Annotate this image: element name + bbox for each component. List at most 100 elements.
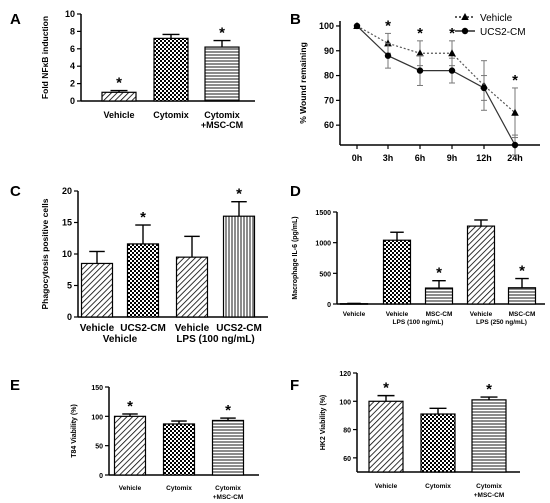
y-tick-label-D: 1000	[315, 241, 331, 248]
bar-A	[153, 37, 189, 102]
significance-star-F: *	[383, 380, 389, 397]
y-tick-label-F: 120	[339, 371, 351, 378]
category-label-A: Cytomix	[153, 110, 189, 120]
category-label-C: UCS2-CM	[120, 323, 166, 334]
bar-E	[211, 419, 245, 476]
data-point-B	[353, 22, 361, 30]
data-point-B	[448, 49, 456, 57]
panel-letter-A: A	[10, 11, 21, 28]
y-tick-label-C: 0	[67, 312, 72, 322]
bar-F	[471, 399, 507, 473]
category-label-A: Cytomix	[204, 110, 240, 120]
significance-star-E: *	[225, 402, 231, 419]
data-point-B	[511, 108, 519, 116]
group-label-C: LPS (100 ng/mL)	[176, 334, 254, 345]
category-label-C: Vehicle	[80, 323, 115, 334]
category-label-A: Vehicle	[103, 110, 134, 120]
bar-D	[466, 225, 496, 305]
x-tick-label-B: 9h	[447, 153, 458, 163]
bar-E	[162, 423, 196, 476]
y-axis-label-B: % Wound remaining	[298, 42, 308, 124]
significance-star-C: *	[140, 209, 146, 226]
category-label-E: Cytomix	[166, 485, 192, 492]
y-tick-label-A: 0	[70, 96, 75, 106]
significance-star-E: *	[127, 398, 133, 415]
category-label-E: +MSC-CM	[213, 494, 244, 501]
significance-star-D: *	[436, 265, 442, 282]
category-label-D: Vehicle	[343, 311, 366, 318]
panel-letter-B: B	[290, 11, 301, 28]
data-point-B	[416, 49, 424, 57]
data-point-B	[384, 52, 392, 59]
x-tick-label-B: 6h	[415, 153, 426, 163]
y-axis-label-C: Phagocytosis positive cells	[40, 198, 50, 309]
y-tick-label-F: 80	[343, 428, 351, 435]
x-tick-label-B: 3h	[383, 153, 394, 163]
y-tick-label-C: 20	[62, 186, 72, 196]
category-label-D: Vehicle	[386, 311, 409, 318]
legend-label-B: Vehicle	[480, 13, 513, 24]
category-label-F: Cytomix	[476, 483, 502, 490]
group-label-D: LPS (100 ng/mL)	[393, 319, 444, 326]
legend-marker-B	[461, 27, 469, 35]
category-label-D: MSC-CM	[426, 311, 453, 318]
bar-C	[80, 262, 114, 318]
y-tick-label-E: 100	[91, 414, 103, 421]
bar-D	[424, 287, 454, 305]
category-label-C: Vehicle	[175, 323, 210, 334]
y-tick-label-D: 500	[319, 271, 331, 278]
panel-letter-C: C	[10, 183, 21, 200]
category-label-E: Cytomix	[215, 485, 241, 492]
bar-D	[382, 239, 412, 305]
category-label-F: Vehicle	[375, 483, 398, 490]
y-tick-label-C: 10	[62, 249, 72, 259]
x-tick-label-B: 24h	[507, 153, 523, 163]
y-tick-label-D: 0	[327, 302, 331, 309]
group-label-D: LPS (250 ng/mL)	[476, 319, 527, 326]
bar-F	[420, 413, 456, 473]
legend-marker-B	[461, 13, 469, 20]
significance-star-B: *	[385, 17, 391, 34]
y-tick-label-E: 0	[99, 473, 103, 480]
significance-star-C: *	[236, 186, 242, 203]
y-tick-label-A: 4	[70, 61, 75, 71]
significance-star-F: *	[486, 381, 492, 398]
significance-star-A: *	[116, 75, 122, 92]
y-tick-label-A: 6	[70, 44, 75, 54]
y-tick-label-C: 5	[67, 281, 72, 291]
y-tick-label-B: 80	[324, 71, 334, 81]
significance-star-B: *	[417, 25, 423, 42]
significance-star-B: *	[449, 25, 455, 42]
y-tick-label-B: 60	[324, 120, 334, 130]
y-tick-label-B: 70	[324, 95, 334, 105]
bar-F	[368, 400, 404, 473]
data-point-B	[480, 84, 488, 92]
y-tick-label-B: 90	[324, 46, 334, 56]
bar-A	[101, 91, 137, 102]
bar-C	[222, 215, 256, 318]
y-tick-label-A: 8	[70, 26, 75, 36]
y-tick-label-C: 15	[62, 218, 72, 228]
y-axis-label-F: HK2 Viability (%)	[320, 395, 327, 451]
group-label-C: Vehicle	[103, 334, 138, 345]
y-tick-label-F: 60	[343, 456, 351, 463]
bar-E	[113, 415, 147, 476]
panel-letter-D: D	[290, 183, 301, 200]
y-tick-label-A: 2	[70, 79, 75, 89]
y-tick-label-E: 150	[91, 385, 103, 392]
bar-C	[175, 256, 209, 318]
bar-D	[507, 287, 537, 305]
category-label-D: MSC-CM	[509, 311, 536, 318]
y-tick-label-D: 1500	[315, 210, 331, 217]
data-point-B	[416, 67, 424, 74]
data-point-B	[511, 141, 519, 149]
bar-C	[126, 243, 160, 318]
series-line-B	[356, 25, 516, 114]
significance-star-D: *	[519, 263, 525, 280]
panel-letter-F: F	[290, 377, 299, 394]
x-tick-label-B: 0h	[352, 153, 363, 163]
category-label-C: UCS2-CM	[216, 323, 262, 334]
y-axis-label-E: T84 Viability (%)	[71, 404, 78, 458]
significance-star-B: *	[512, 72, 518, 89]
